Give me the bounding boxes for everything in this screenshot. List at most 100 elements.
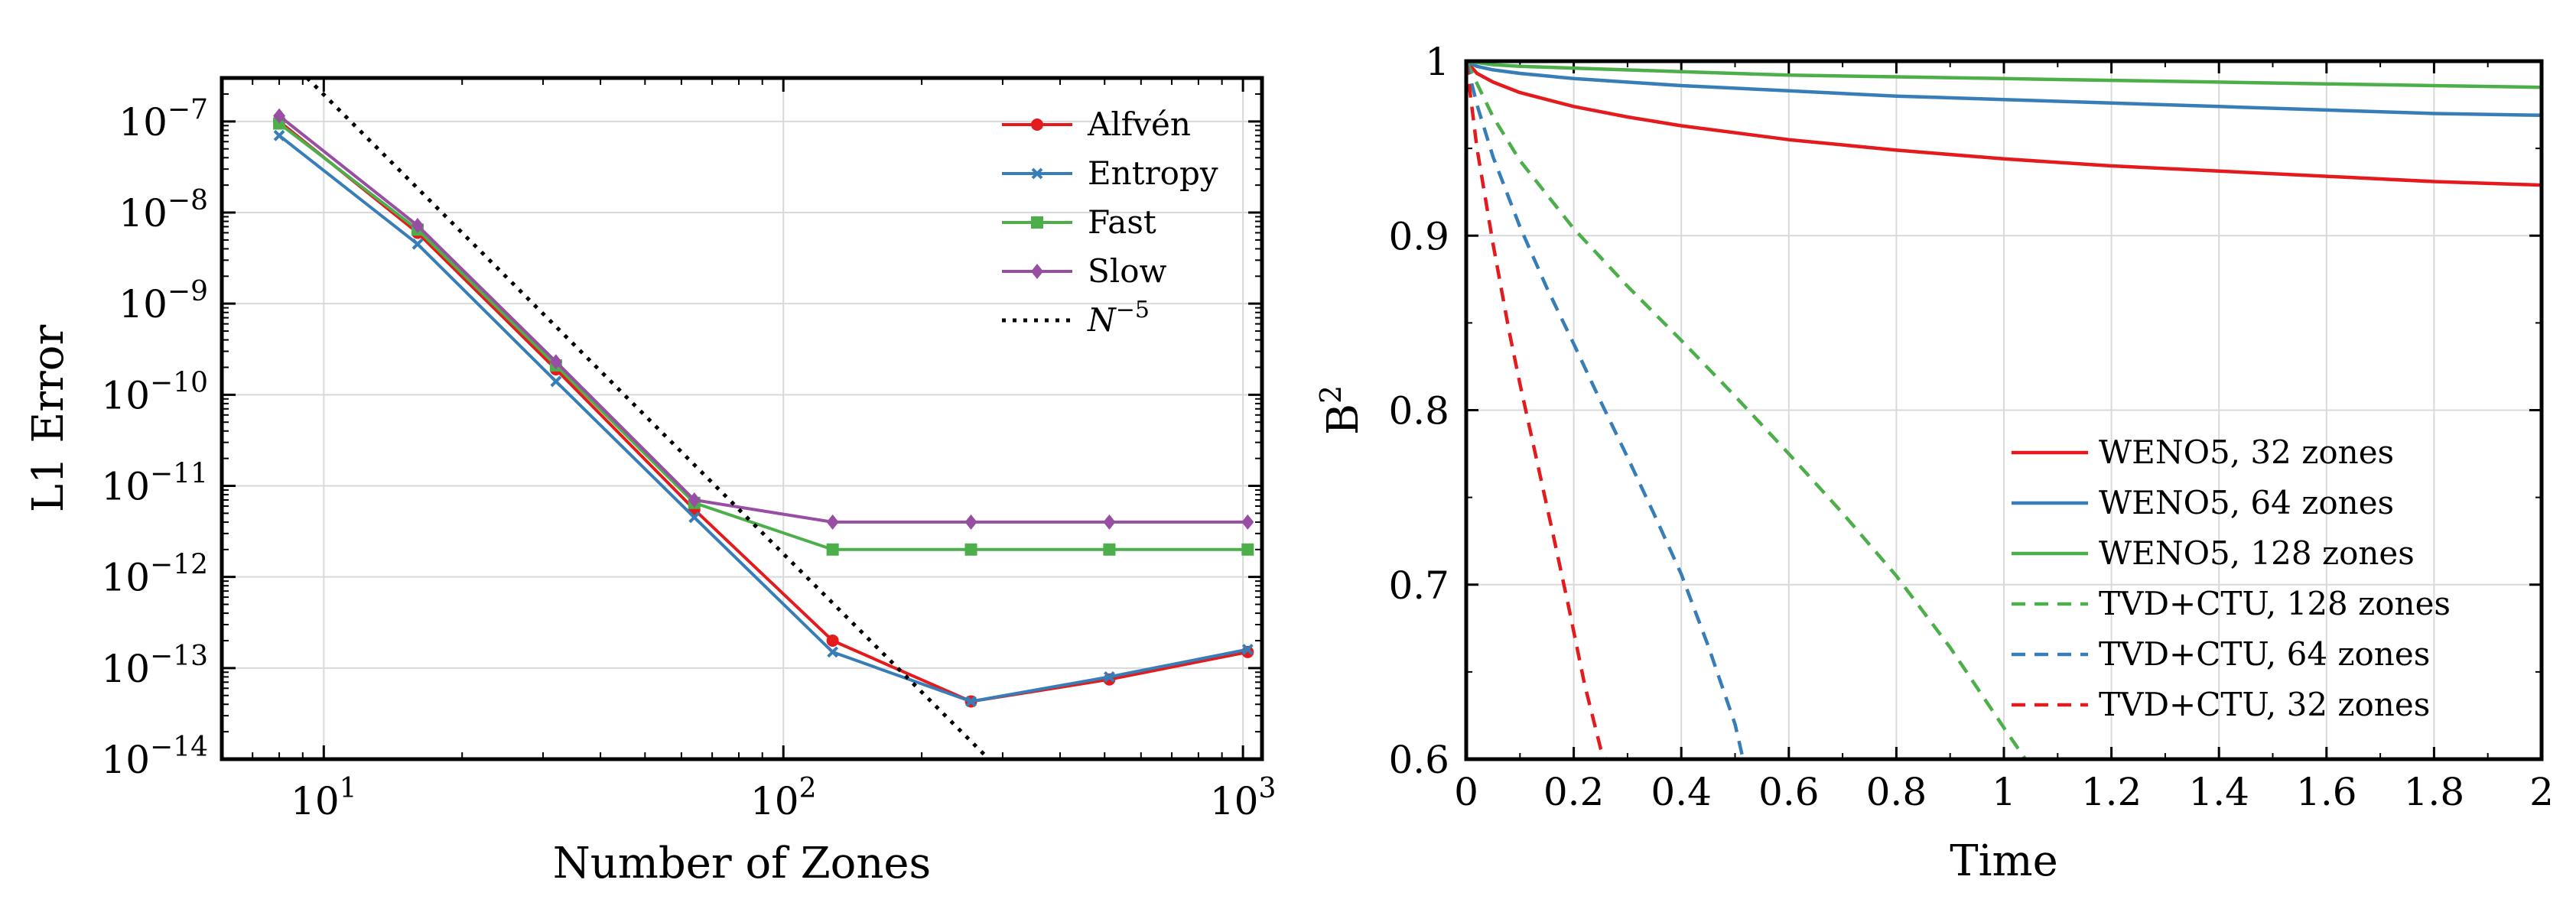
series-line-1	[1466, 61, 2542, 118]
legend-marker	[1031, 264, 1043, 279]
legend-label: TVD+CTU, 128 zones	[2099, 585, 2451, 622]
x-tick-label: 1.8	[2404, 770, 2465, 814]
series-line-n	[305, 78, 990, 759]
legend-label: Entropy	[1088, 154, 1218, 192]
x-tick-label: 102	[750, 773, 817, 823]
legend-label: TVD+CTU, 64 zones	[2099, 635, 2430, 673]
x-tick-label-base: 10	[1210, 779, 1259, 823]
y-tick-label-exponent: −9	[168, 276, 208, 307]
legend-marker	[1031, 118, 1043, 131]
x-tick-label: 1.6	[2296, 770, 2357, 814]
x-tick-label: 1.4	[2188, 770, 2249, 814]
x-tick-label-base: 10	[291, 779, 340, 823]
x-tick-label: 101	[291, 773, 357, 823]
y-tick-label: 10−7	[119, 94, 208, 144]
x-tick-label: 0.2	[1543, 770, 1605, 814]
y-tick-label-base: 10	[101, 556, 150, 600]
plot-area	[273, 78, 1254, 759]
data-point-slow	[549, 354, 562, 370]
series-line-alfvén	[278, 120, 1248, 703]
x-tick-label: 103	[1210, 773, 1277, 823]
x-tick-label: 0.6	[1758, 770, 1820, 814]
y-tick-label: 10−13	[101, 641, 208, 691]
data-point-entropy	[965, 696, 977, 707]
data-point-slow	[1241, 514, 1254, 530]
legend-label: Fast	[1088, 203, 1156, 241]
x-tick-label-exponent: 2	[799, 773, 817, 804]
series-line-0	[1466, 61, 2542, 187]
y-tick-label: 10−14	[101, 732, 208, 782]
series-line-5	[1466, 61, 1608, 759]
data-point-slow	[688, 492, 701, 508]
legend-label: Alfvén	[1087, 106, 1191, 143]
y-tick-label: 0.9	[1388, 214, 1449, 258]
data-point-slow	[411, 218, 424, 234]
x-tick-label: 1	[1992, 770, 2016, 814]
data-point-entropy	[1241, 644, 1254, 655]
y-tick-label: 0.7	[1388, 563, 1449, 608]
y-axis-title-base: B	[1319, 404, 1368, 435]
y-tick-label: 10−9	[119, 276, 208, 326]
y-tick-label-exponent: −10	[150, 367, 208, 398]
data-point-fast	[1241, 543, 1254, 556]
x-tick-label: 0.8	[1866, 770, 1927, 814]
data-point-entropy	[411, 238, 424, 250]
y-tick-label-base: 10	[119, 282, 168, 326]
x-axis-title: Time	[1950, 836, 2058, 886]
magnetic-energy-decay-chart: 0 0.2 0.4 0.6 0.8 1 1.2 1.4 1.6 1.8 2 0.6 0.7 0.8 0.9 1…	[1314, 40, 2554, 886]
series-line-fast	[278, 122, 1248, 551]
y-tick-label-exponent: −14	[150, 732, 208, 763]
error-convergence-chart: 101 102 10310−1410−1310−1210−1110−1010−910…	[24, 76, 1277, 888]
y-tick-label-base: 10	[101, 647, 150, 691]
legend-marker	[1031, 167, 1043, 180]
y-tick-label-base: 10	[101, 738, 150, 782]
series-line-entropy	[278, 134, 1248, 703]
data-point-slow	[1103, 514, 1116, 530]
y-tick-label: 10−10	[101, 367, 208, 417]
y-tick-label: 1	[1425, 40, 1449, 84]
series-line-3	[1466, 61, 2027, 759]
legend-marker	[1031, 216, 1043, 229]
data-point-entropy	[688, 511, 701, 524]
data-point-fast	[964, 543, 977, 556]
legend-label-exponent: −5	[1116, 297, 1150, 323]
y-axis-title: L1 Error	[24, 325, 73, 513]
legend-label: TVD+CTU, 32 zones	[2099, 686, 2430, 723]
x-tick-label-exponent: 3	[1258, 773, 1276, 804]
series-line-slow	[278, 115, 1248, 524]
y-axis-title-exponent: 2	[1314, 385, 1348, 404]
y-tick-label: 10−8	[119, 185, 208, 235]
x-tick-label: 0	[1454, 770, 1478, 814]
x-tick-label: 1.2	[2081, 770, 2142, 814]
y-tick-label: 10−12	[101, 550, 208, 600]
y-tick-label-exponent: −8	[168, 185, 208, 216]
data-point-entropy	[550, 375, 562, 388]
y-tick-label-base: 10	[101, 373, 150, 417]
y-tick-label-base: 10	[119, 191, 168, 235]
legend-label: WENO5, 128 zones	[2099, 534, 2415, 572]
data-point-entropy	[827, 646, 839, 658]
y-tick-label-exponent: −7	[168, 94, 208, 125]
plot-frame	[1464, 59, 2544, 761]
series-line-2	[1466, 61, 2542, 89]
x-tick-label-base: 10	[750, 779, 799, 823]
y-tick-label-exponent: −13	[150, 641, 208, 672]
y-tick-label: 10−11	[101, 459, 208, 509]
data-point-slow	[964, 514, 977, 530]
y-tick-label: 0.8	[1388, 389, 1449, 433]
x-axis-title: Number of Zones	[553, 839, 932, 888]
y-tick-label-base: 10	[101, 465, 150, 509]
legend-label: Slow	[1088, 252, 1166, 290]
y-axis-title: B2	[1314, 385, 1368, 435]
x-tick-label-exponent: 1	[340, 773, 357, 804]
series-line-4	[1466, 61, 1745, 759]
plot-frame	[220, 76, 1264, 761]
legend-label: WENO5, 64 zones	[2099, 484, 2394, 521]
x-tick-label: 0.4	[1651, 770, 1712, 814]
y-tick-label-exponent: −11	[150, 459, 208, 490]
data-point-fast	[826, 543, 839, 556]
data-point-alfvén	[826, 634, 839, 647]
data-point-fast	[1103, 543, 1116, 556]
legend-label: N−5	[1087, 297, 1150, 339]
